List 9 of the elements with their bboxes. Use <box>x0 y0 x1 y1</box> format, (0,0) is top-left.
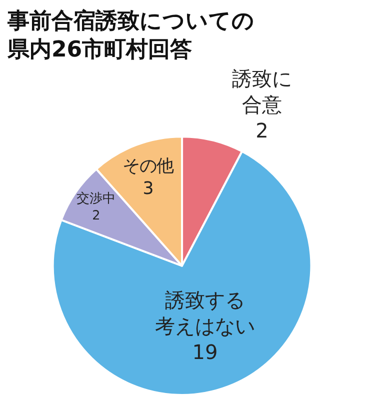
slice-label: 誘致する考えはない <box>154 288 255 338</box>
slice-label: 誘致に合意 <box>232 66 292 117</box>
chart-title: 事前合宿誘致についての県内26市町村回答 <box>6 8 254 63</box>
data-label: 2 <box>92 208 100 224</box>
data-label: 2 <box>256 118 268 143</box>
data-label: 3 <box>142 178 154 199</box>
slice-label: その他 <box>122 156 174 176</box>
slice-label: 交渉中 <box>76 190 116 207</box>
data-label: 19 <box>192 340 218 364</box>
